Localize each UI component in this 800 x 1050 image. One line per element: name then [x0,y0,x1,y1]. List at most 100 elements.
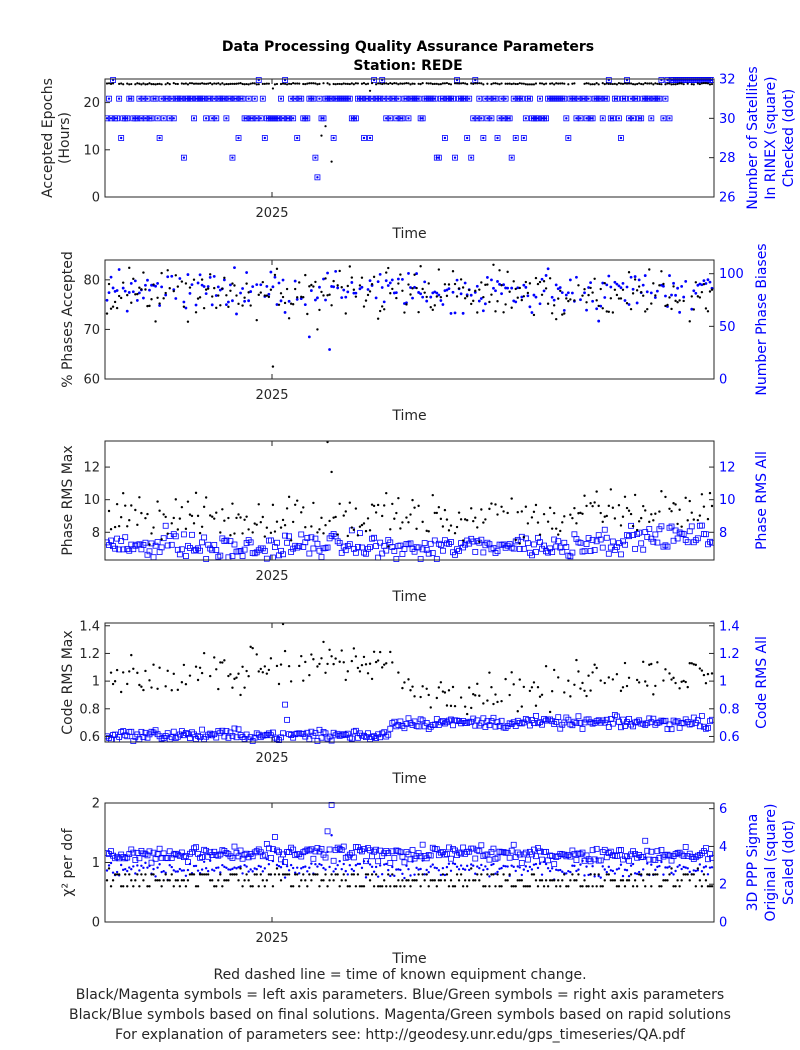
sat-rinex-square [626,115,632,122]
sigma-scaled-dot [368,863,372,866]
epochs-dot [320,134,323,137]
phases-max-dot [654,294,657,297]
chi2-max-dot [389,885,392,888]
sigma-original-square [589,847,596,854]
right-tick-label: 1.4 [719,619,740,634]
epochs-dot [186,83,190,86]
phase-rms-all-square [707,538,713,545]
sigma-original-square [488,849,495,855]
phases-max-dot [217,294,220,297]
code-rms-all-square [253,730,260,737]
sat-rinex-square [478,115,485,122]
sigma-scaled-dot [188,862,192,866]
phase-bias-dot [550,295,554,299]
phase-rms-all-square [180,531,187,538]
sigma-original-square [514,849,521,856]
sat-rinex-square [106,95,112,102]
phases-max-dot [650,302,653,305]
sat-checked-dot [623,97,627,100]
sigma-scaled-dot [698,863,702,866]
sat-rinex-square [227,95,234,102]
chi2-max-dot [383,879,386,882]
sigma-original-square [199,854,206,860]
sat-checked-dot [138,97,141,100]
sat-checked-dot [291,117,295,120]
phase-rms-max-dot [215,511,218,514]
code-rms-all-square [488,718,495,724]
chi2-max-dot [520,879,523,882]
code-rms-max-dot [680,680,683,683]
epochs-dot [532,83,536,86]
phase-rms-max-dot [536,521,540,524]
sigma-original-square [458,850,464,857]
phase-rms-all-square [350,545,357,552]
sigma-original-square [130,849,137,856]
phase-rms-all-square [696,522,703,529]
sat-checked-dot [482,136,485,140]
phases-max-dot [111,305,115,308]
sigma-scaled-dot [180,869,184,872]
sat-checked-dot [463,97,467,100]
sigma-scaled-dot [609,869,613,872]
sigma-original-square [304,846,311,853]
code-rms-all-square [280,730,286,737]
phase-rms-max-dot [637,520,641,523]
chi2-max-dot [346,885,349,888]
chi2-max-dot [510,885,513,888]
sigma-original-square [437,849,444,856]
epochs-dot [670,83,673,86]
chi2-max-dot [437,879,441,882]
code-rms-max-dot [374,660,378,664]
code-rms-max-dot [239,693,242,697]
phases-max-dot [265,294,269,297]
sigma-original-square [375,858,382,865]
sigma-original-square [249,853,256,860]
sigma-scaled-dot [484,865,487,868]
sat-rinex-square [154,115,161,122]
sat-checked-dot [465,136,469,140]
sigma-original-square [215,852,222,859]
epochs-dot [636,82,639,86]
sigma-scaled-dot [567,869,570,873]
sigma-scaled-dot [352,869,356,873]
sigma-scaled-dot [225,866,228,869]
phase-rms-all-square [561,539,568,546]
phase-rms-all-square [423,546,430,553]
phase-rms-max-dot [552,511,556,515]
code-rms-all-square [348,735,355,742]
code-rms-all-square [213,734,220,741]
panel-phases-frame [104,259,715,380]
phase-rms-all-square [342,547,349,554]
code-rms-max-dot [684,680,687,684]
epochs-dot [370,82,374,85]
phase-rms-all-square [484,539,491,546]
phase-bias-dot [394,291,398,295]
sat-checked-dot [229,97,232,100]
phases-max-dot [225,294,228,297]
sat-checked-dot [648,97,651,100]
phase-rms-all-square [504,542,511,549]
phase-bias-dot [700,283,704,287]
sigma-scaled-dot [142,866,145,870]
code-rms-all-square [482,724,489,730]
phase-bias-dot [575,275,578,279]
phase-rms-all-square [508,544,515,551]
phases-max-dot [492,263,495,266]
phase-bias-dot [568,278,572,282]
phases-max-dot [482,295,485,299]
phases-max-dot [419,265,422,268]
phase-rms-all-square [324,544,331,551]
phase-rms-all-square [583,541,590,547]
sigma-scaled-dot [176,870,180,873]
sat-rinex-square [211,95,218,102]
phase-rms-max-dot [690,511,693,514]
phase-rms-max-dot [261,515,265,519]
sat-rinex-square [577,115,584,122]
phase-bias-dot [295,297,299,301]
phase-bias-dot [441,303,445,306]
code-rms-max-dot [196,678,200,682]
chi2-max-dot [581,885,584,888]
phase-rms-max-dot [128,518,131,522]
chi2-max-dot [393,885,396,888]
sigma-original-square [209,852,216,858]
